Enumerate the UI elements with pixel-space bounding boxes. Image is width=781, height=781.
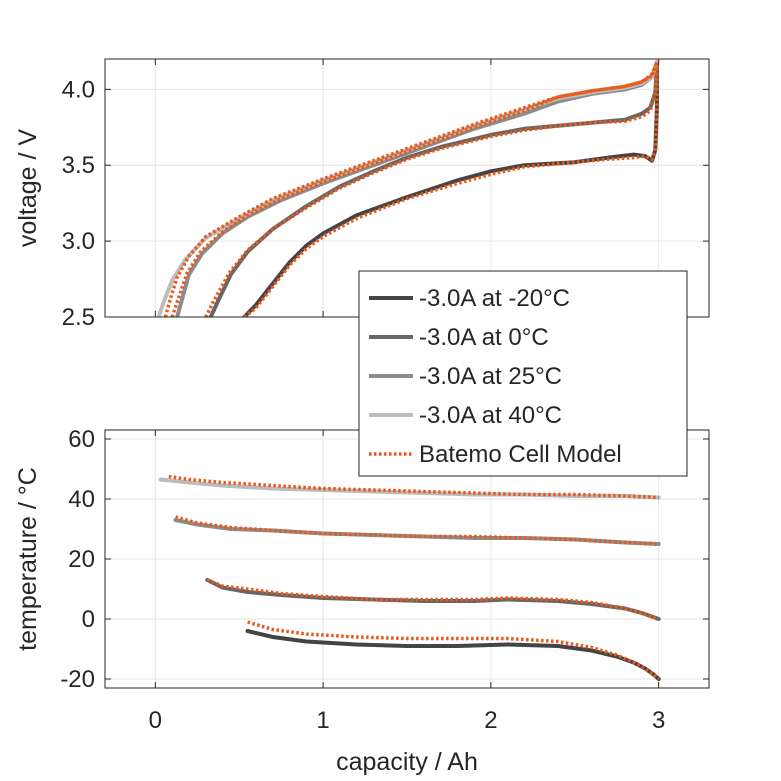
- curves: [158, 474, 661, 681]
- model-line-4: [168, 474, 659, 500]
- x-tick-label: 2: [484, 707, 497, 734]
- legend: -3.0A at -20°C -3.0A at 0°C -3.0A at 25°C -…: [358, 270, 688, 477]
- legend-entry: -3.0A at 40°C: [419, 402, 562, 429]
- y-tick-label: 40: [68, 486, 95, 513]
- y-tick-label: 3.5: [62, 152, 95, 179]
- y-axis-label: temperature / °C: [14, 467, 42, 651]
- y-tick-label: 3.0: [62, 228, 95, 255]
- legend-entry: -3.0A at 0°C: [419, 324, 549, 351]
- model-line-1: [243, 62, 659, 317]
- y-tick-label: 4.0: [62, 76, 95, 103]
- x-tick-label: 0: [149, 707, 162, 734]
- series-line-2: [208, 60, 659, 317]
- legend-entry: -3.0A at 25°C: [419, 363, 562, 390]
- legend-entry: Batemo Cell Model: [419, 441, 622, 468]
- legend-entry: -3.0A at -20°C: [419, 285, 570, 312]
- y-tick-label: 0: [82, 606, 95, 633]
- model-line-3: [170, 61, 659, 317]
- x-axis-label: capacity / Ah: [336, 748, 478, 776]
- series-line-2: [205, 578, 661, 621]
- y-tick-label: 2.5: [62, 304, 95, 331]
- y-tick-label: -20: [60, 666, 95, 693]
- x-tick-label: 3: [652, 707, 665, 734]
- model-line-3: [175, 515, 659, 546]
- x-tick-label: 1: [316, 707, 329, 734]
- legend-box: [358, 270, 688, 477]
- y-tick-label: 20: [68, 546, 95, 573]
- curves: [156, 60, 659, 317]
- model-line-4: [163, 61, 659, 317]
- y-axis-label: voltage / V: [14, 129, 42, 247]
- temperature-plot: -20 0 20 40 60 0 1 2 3 temperature / °C capacity /…: [14, 426, 710, 776]
- model-line-2: [206, 578, 660, 621]
- model-line-1: [247, 620, 660, 681]
- y-tick-label: 60: [68, 426, 95, 453]
